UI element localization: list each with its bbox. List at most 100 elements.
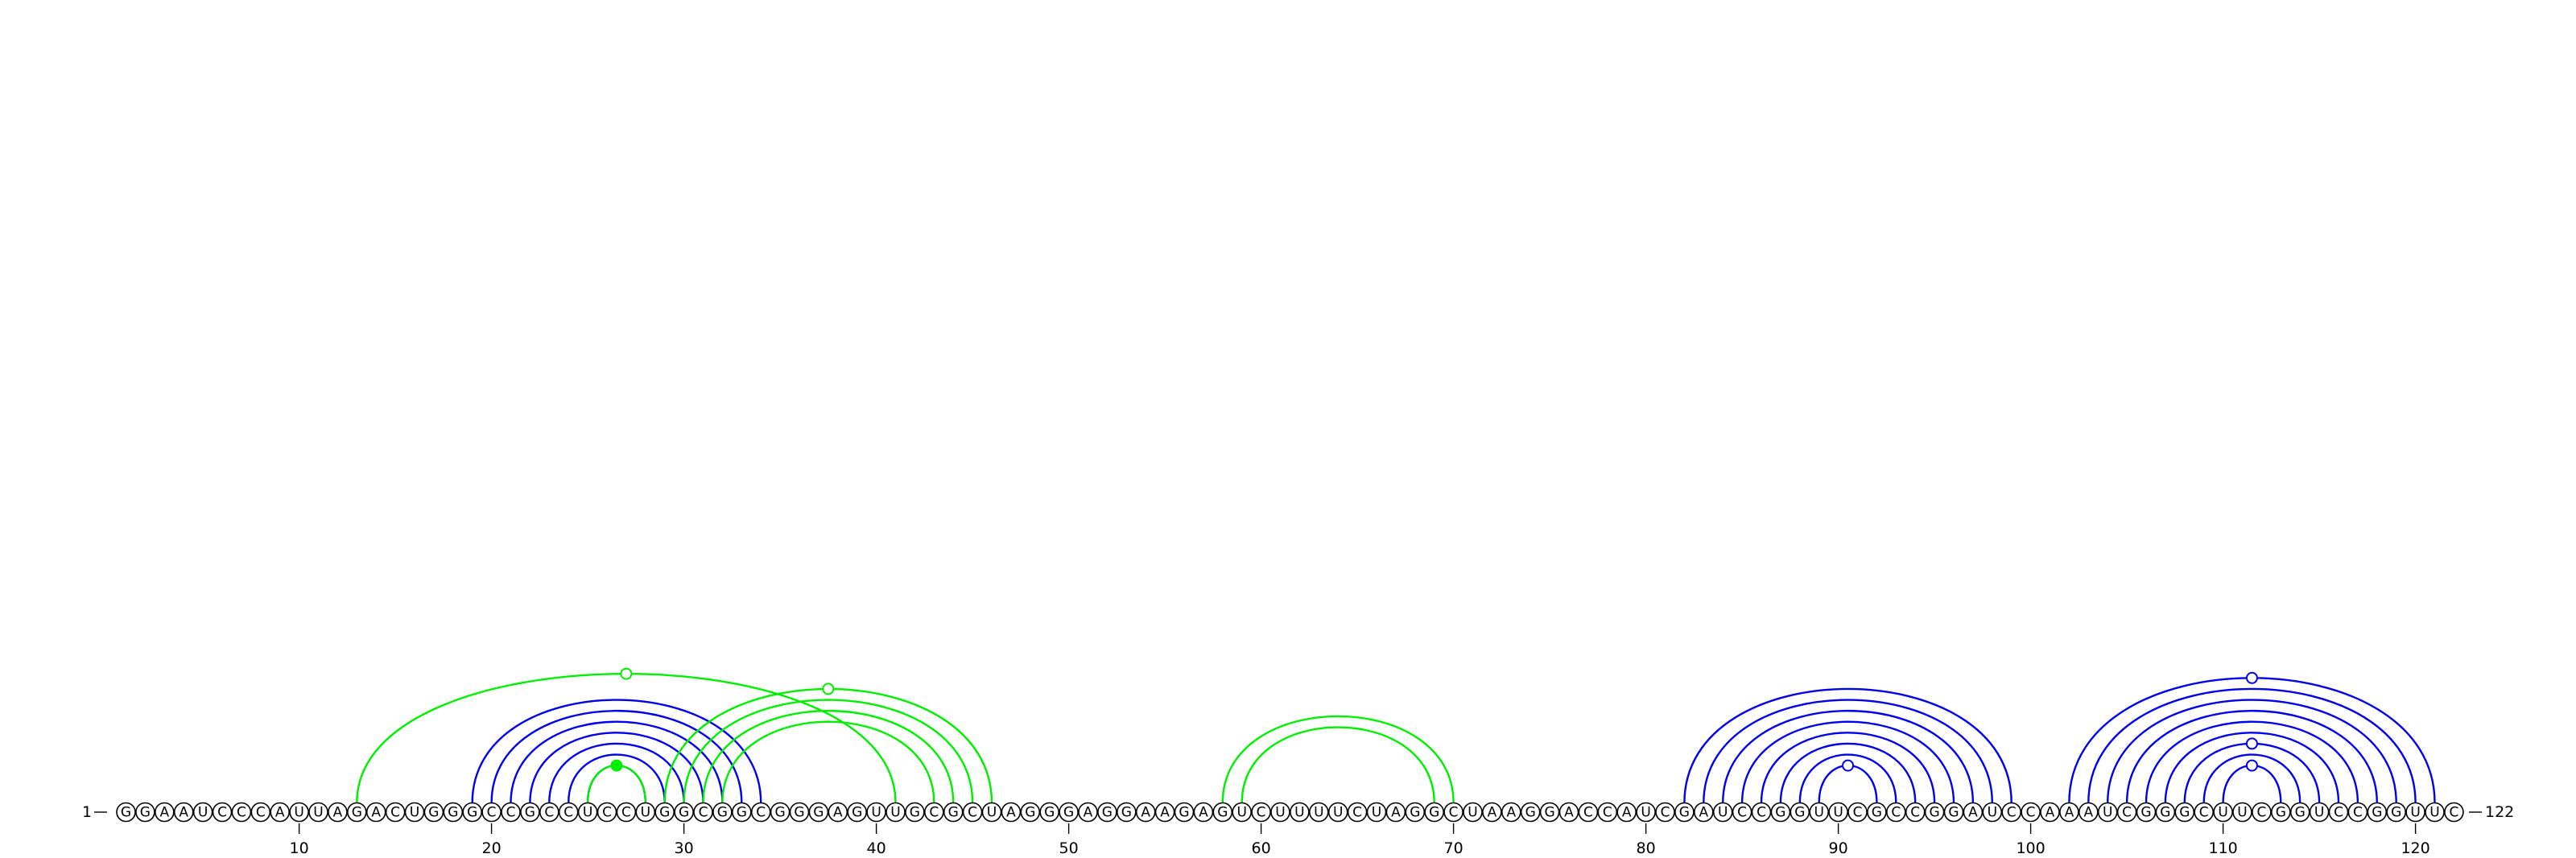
nucleotide: A <box>365 802 386 823</box>
nucleotide-letter: U <box>2429 805 2439 821</box>
nucleotide-letter: A <box>2065 805 2074 821</box>
nucleotide-letter: G <box>1179 805 1189 821</box>
nucleotide-circle <box>2116 802 2137 823</box>
nucleotide: G <box>1770 802 1791 823</box>
nucleotide-circle <box>597 802 617 823</box>
nucleotide: C <box>385 802 406 823</box>
nucleotide: G <box>1117 802 1137 823</box>
nucleotide: U <box>2425 802 2445 823</box>
nucleotide-letter: G <box>2160 805 2170 821</box>
nucleotide: G <box>654 802 675 823</box>
nucleotide-circle <box>1193 802 1214 823</box>
nucleotide-letter: G <box>852 805 862 821</box>
nucleotide-circle <box>346 802 367 823</box>
nucleotide: U <box>577 802 598 823</box>
nucleotide: C <box>924 802 944 823</box>
nucleotide: C <box>1597 802 1618 823</box>
nucleotide-letter: A <box>1006 805 1016 821</box>
nucleotide-letter: G <box>525 805 535 821</box>
nucleotide: G <box>905 802 925 823</box>
nucleotide-circle <box>2232 802 2252 823</box>
nucleotide: G <box>1424 802 1444 823</box>
nucleotide: C <box>1905 802 1926 823</box>
nucleotide: G <box>1790 802 1810 823</box>
nucleotide: C <box>2001 802 2021 823</box>
base-pair-arc-alternate <box>721 720 935 803</box>
base-pair-arc-primary <box>2087 687 2417 803</box>
nucleotide: C <box>2328 802 2349 823</box>
nucleotide: G <box>1674 802 1695 823</box>
nucleotide-letter: U <box>583 805 592 821</box>
nucleotide: G <box>2367 802 2388 823</box>
nucleotide: U <box>2213 802 2233 823</box>
nucleotide-circle <box>173 802 194 823</box>
nucleotide-circle <box>1886 802 1906 823</box>
nucleotide-letter: A <box>2083 805 2093 821</box>
nucleotide: A <box>270 802 291 823</box>
nucleotide: G <box>2155 802 2176 823</box>
nucleotide: C <box>558 802 579 823</box>
nucleotide-letter: C <box>968 805 977 821</box>
nucleotide: U <box>1290 802 1310 823</box>
nucleotide: U <box>1809 802 1829 823</box>
nucleotide-circle <box>1751 802 1772 823</box>
arc-markers-layer <box>610 667 2258 772</box>
nucleotide-circle <box>1366 802 1387 823</box>
nucleotide-letter: U <box>198 805 208 821</box>
nucleotide: G <box>1867 802 1887 823</box>
nucleotide-circle <box>962 802 983 823</box>
nucleotide-letter: C <box>487 805 497 821</box>
nucleotide: C <box>2347 802 2368 823</box>
nucleotide-circle <box>1443 802 1463 823</box>
nucleotide-letter: C <box>1352 805 1362 821</box>
nucleotide: G <box>1924 802 1945 823</box>
nucleotide: G <box>2271 802 2291 823</box>
nucleotide: A <box>1482 802 1502 823</box>
nucleotide-circle <box>135 802 155 823</box>
nucleotide-letter: U <box>1718 805 1728 821</box>
nucleotide-letter: U <box>641 805 650 821</box>
nucleotide-circle <box>1347 802 1368 823</box>
nucleotide-circle <box>558 802 579 823</box>
nucleotide-circle <box>1290 802 1310 823</box>
base-pair-arc-alternate <box>1221 715 1455 803</box>
nucleotide-letter: C <box>1583 805 1593 821</box>
nucleotide: A <box>2059 802 2079 823</box>
nucleotide-letter: C <box>237 805 246 821</box>
nucleotide-circle <box>1770 802 1791 823</box>
nucleotide-letter: C <box>1737 805 1747 821</box>
nucleotide-circle <box>1117 802 1137 823</box>
nucleotide-circle <box>539 802 559 823</box>
nucleotide-circle <box>2194 802 2214 823</box>
nucleotide-letter: G <box>2179 805 2190 821</box>
nucleotide: U <box>2097 802 2118 823</box>
base-pair-arc-alternate <box>1241 726 1435 803</box>
nucleotide: G <box>2289 802 2310 823</box>
nucleotide-circle <box>943 802 964 823</box>
nucleotide-letter: G <box>1930 805 1940 821</box>
nucleotide-circle <box>1482 802 1502 823</box>
base-pair-arc-primary <box>510 720 724 803</box>
nucleotide-letter: U <box>294 805 303 821</box>
nucleotide-circle <box>155 802 175 823</box>
nucleotide-letter: A <box>1564 805 1574 821</box>
nucleotide-letter: U <box>2103 805 2112 821</box>
nucleotide-circle <box>1905 802 1926 823</box>
nucleotide-letter: A <box>1141 805 1150 821</box>
nucleotide: G <box>443 802 464 823</box>
position-axis: 10 20 30 40 50 60 70 80 90 100 110 120 <box>290 823 2430 857</box>
base-pair-arc-primary <box>1703 699 1993 803</box>
nucleotide-circle <box>1597 802 1618 823</box>
nucleotide: A <box>1193 802 1214 823</box>
nucleotide-circle <box>385 802 406 823</box>
nucleotide-circle <box>2309 802 2330 823</box>
tick-label: 30 <box>675 839 694 857</box>
nucleotide: A <box>1001 802 1022 823</box>
nucleotide-circle <box>1154 802 1175 823</box>
base-pair-arc-alternate <box>683 699 974 803</box>
nucleotide: U <box>2405 802 2425 823</box>
nucleotide: A <box>328 802 348 823</box>
nucleotide-circle <box>328 802 348 823</box>
nucleotide-circle <box>1732 802 1752 823</box>
nucleotide-letter: G <box>813 805 824 821</box>
